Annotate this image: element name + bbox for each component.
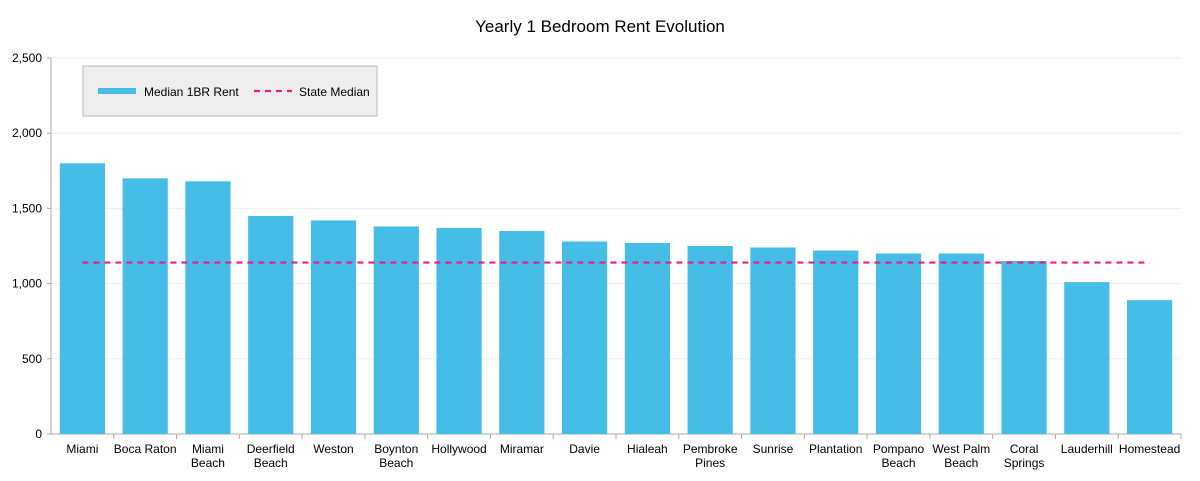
bar	[687, 246, 733, 434]
x-tick-label: Sunrise	[753, 442, 794, 456]
bar	[185, 181, 231, 434]
grid-lines	[51, 57, 1181, 360]
x-tick-label: Boynton Beach	[374, 442, 418, 470]
x-tick-label: Coral Springs	[1004, 442, 1045, 470]
bar	[310, 220, 357, 434]
y-tick-label: 2,500	[12, 51, 42, 65]
bar	[750, 247, 796, 434]
x-tick-label: West Palm Beach	[932, 442, 990, 470]
bar	[1064, 282, 1110, 434]
x-tick-label: Plantation	[809, 442, 862, 456]
legend: Median 1BR Rent State Median	[82, 65, 378, 117]
x-tick-label: Hialeah	[627, 442, 668, 456]
axis-labels: 0 500 1,000 1,500 2,000 2,500 Miami Boca Raton M…	[12, 51, 1180, 470]
x-tick-label: Deerfield Beach	[247, 442, 295, 470]
x-tick-label: Boca Raton	[114, 442, 177, 456]
x-tick-label: Pembroke Pines	[683, 442, 738, 470]
bar	[875, 253, 922, 434]
bar	[1127, 300, 1173, 434]
bars	[59, 163, 1173, 434]
x-tick-label: Weston	[313, 442, 353, 456]
x-tick-label: Miami Beach	[191, 442, 225, 470]
y-tick-label: 2,000	[12, 126, 42, 140]
bar	[562, 241, 608, 434]
x-tick-label: Miami	[66, 442, 98, 456]
legend-label-state-median: State Median	[299, 85, 370, 99]
y-tick-label: 500	[22, 352, 42, 366]
bar	[1001, 261, 1047, 434]
x-tick-label: Homestead	[1119, 442, 1180, 456]
legend-label-median-rent: Median 1BR Rent	[144, 85, 239, 99]
chart-title: Yearly 1 Bedroom Rent Evolution	[475, 17, 725, 36]
x-tick-label: Lauderhill	[1061, 442, 1113, 456]
bar	[813, 250, 859, 434]
bar	[499, 230, 545, 434]
bar	[248, 215, 294, 434]
legend-bar-swatch	[98, 88, 136, 94]
bar	[938, 253, 984, 434]
x-tick-label: Davie	[569, 442, 600, 456]
x-tick-label: Hollywood	[431, 442, 486, 456]
bar	[436, 227, 482, 434]
axes	[47, 57, 1182, 439]
bar	[373, 226, 419, 434]
bar	[122, 178, 168, 434]
bar	[59, 163, 105, 434]
y-tick-label: 0	[35, 427, 42, 441]
bar	[624, 242, 670, 434]
y-tick-label: 1,000	[12, 277, 42, 291]
x-tick-label: Miramar	[500, 442, 544, 456]
y-tick-label: 1,500	[12, 201, 42, 215]
x-tick-label: Pompano Beach	[873, 442, 925, 470]
